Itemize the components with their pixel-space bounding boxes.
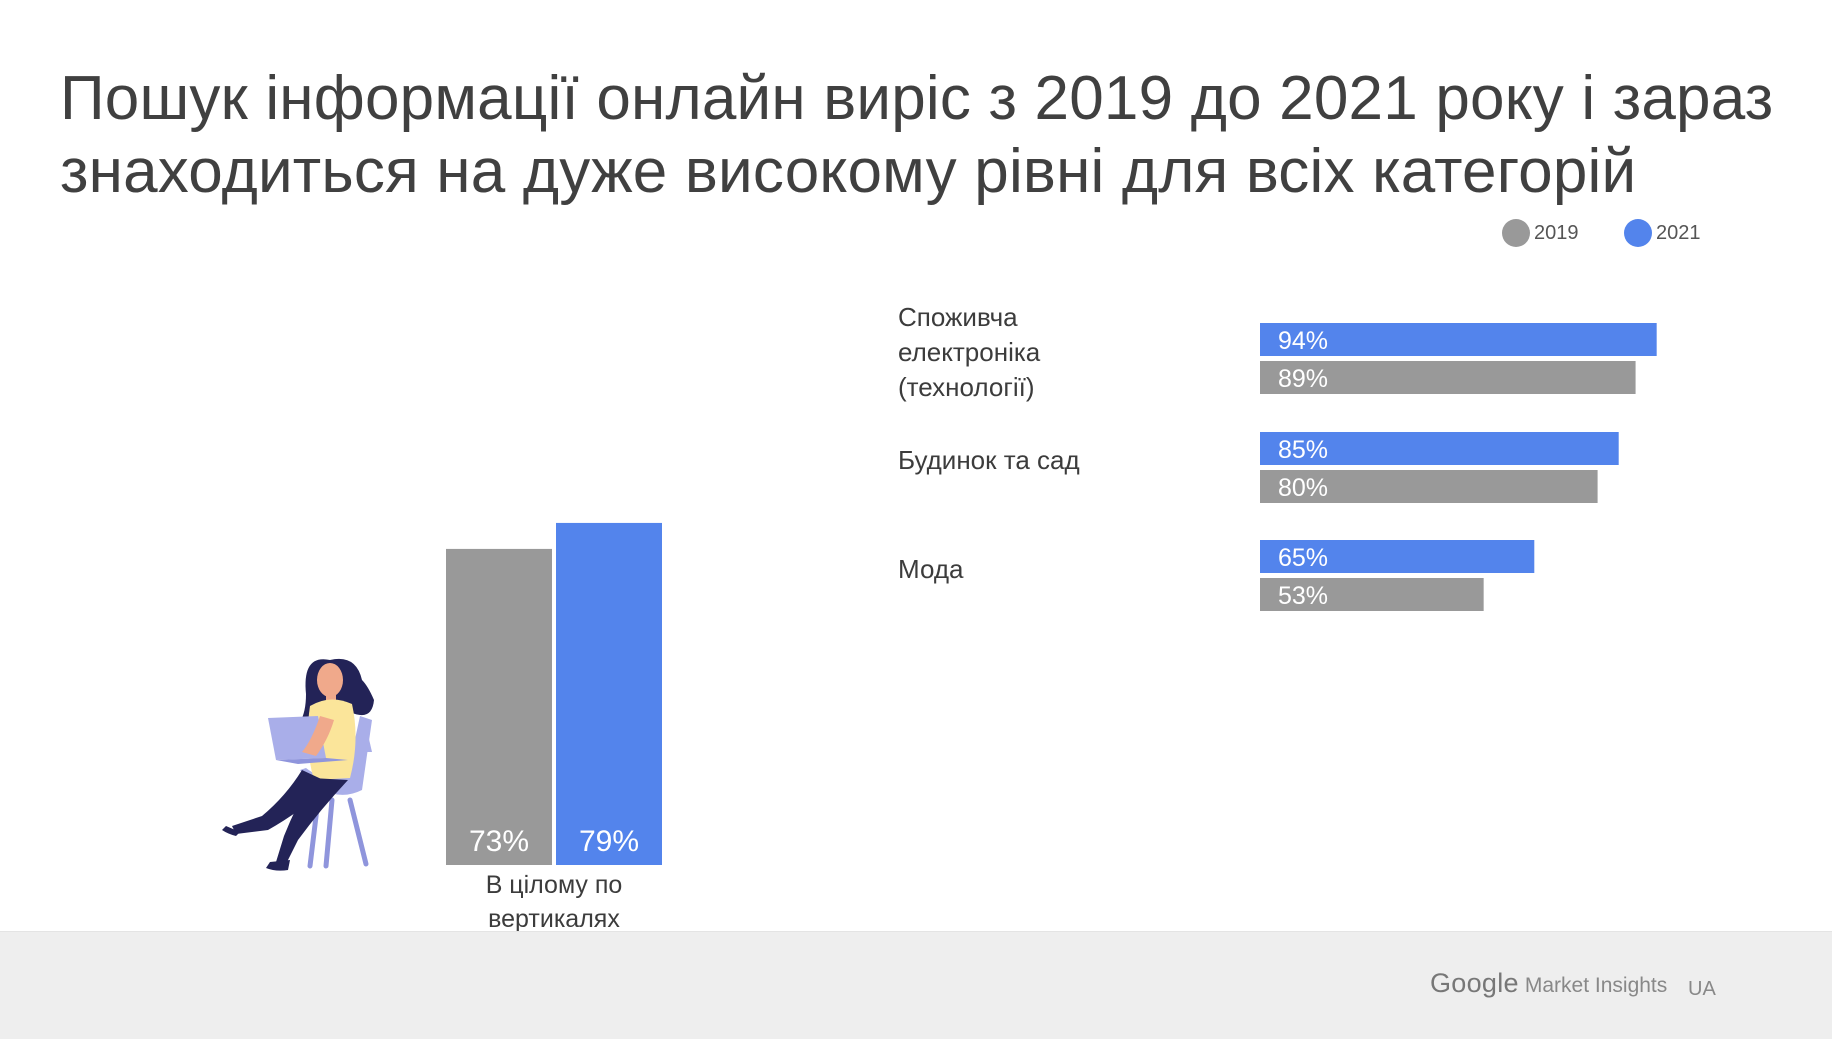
slide-title: Пошук інформації онлайн виріс з 2019 до … bbox=[60, 64, 1774, 206]
category-bar-group: Споживча електроніка (технології) 94% 89% Буд… bbox=[898, 302, 1657, 611]
overall-category-label: В цілому по bbox=[486, 871, 623, 899]
category-bar-label-2021: 65% bbox=[1278, 544, 1328, 572]
category-bar-2021 bbox=[1260, 540, 1535, 573]
category-bar-2019 bbox=[1260, 470, 1598, 503]
legend-item-2019: 2019 bbox=[1502, 219, 1579, 247]
google-logo: Google bbox=[1430, 968, 1519, 998]
legend-label-2021: 2021 bbox=[1656, 221, 1701, 244]
footer-region: UA bbox=[1688, 978, 1716, 1000]
category-label: Мода bbox=[898, 554, 964, 584]
category-label: Споживча bbox=[898, 302, 1018, 332]
category-bar-label-2019: 53% bbox=[1278, 582, 1328, 610]
overall-bar-label-2019: 73% bbox=[469, 825, 529, 858]
overall-bar-group: 73% 79% В цілому по вертикалях bbox=[446, 522, 662, 933]
category-bar-label-2019: 89% bbox=[1278, 365, 1328, 393]
category-bar-2019 bbox=[1260, 361, 1636, 394]
category-bar-2021 bbox=[1260, 432, 1619, 465]
overall-bar-label-2021: 79% bbox=[579, 825, 639, 858]
category-label: електроніка bbox=[898, 337, 1041, 367]
overall-bar-2019 bbox=[446, 548, 552, 865]
category-bar-label-2021: 85% bbox=[1278, 436, 1328, 464]
woman-with-laptop-illustration bbox=[222, 658, 374, 871]
category-label: (технології) bbox=[898, 372, 1034, 402]
category-label: Будинок та сад bbox=[898, 445, 1080, 475]
footer: Google Market Insights UA bbox=[0, 931, 1832, 1039]
footer-product-name: Market Insights bbox=[1524, 974, 1668, 997]
footer-brand: Google Market Insights bbox=[1430, 968, 1667, 999]
legend-item-2021: 2021 bbox=[1624, 219, 1701, 247]
legend-swatch-2019 bbox=[1502, 219, 1530, 247]
category-bar-label-2021: 94% bbox=[1278, 327, 1328, 355]
category-bar-2021 bbox=[1260, 323, 1657, 356]
overall-category-label: вертикалях bbox=[488, 905, 620, 933]
overall-bar-2021 bbox=[556, 522, 662, 865]
legend-label-2019: 2019 bbox=[1534, 221, 1579, 244]
legend-swatch-2021 bbox=[1624, 219, 1652, 247]
category-bar-label-2019: 80% bbox=[1278, 474, 1328, 502]
category-bar-2019 bbox=[1260, 578, 1484, 611]
